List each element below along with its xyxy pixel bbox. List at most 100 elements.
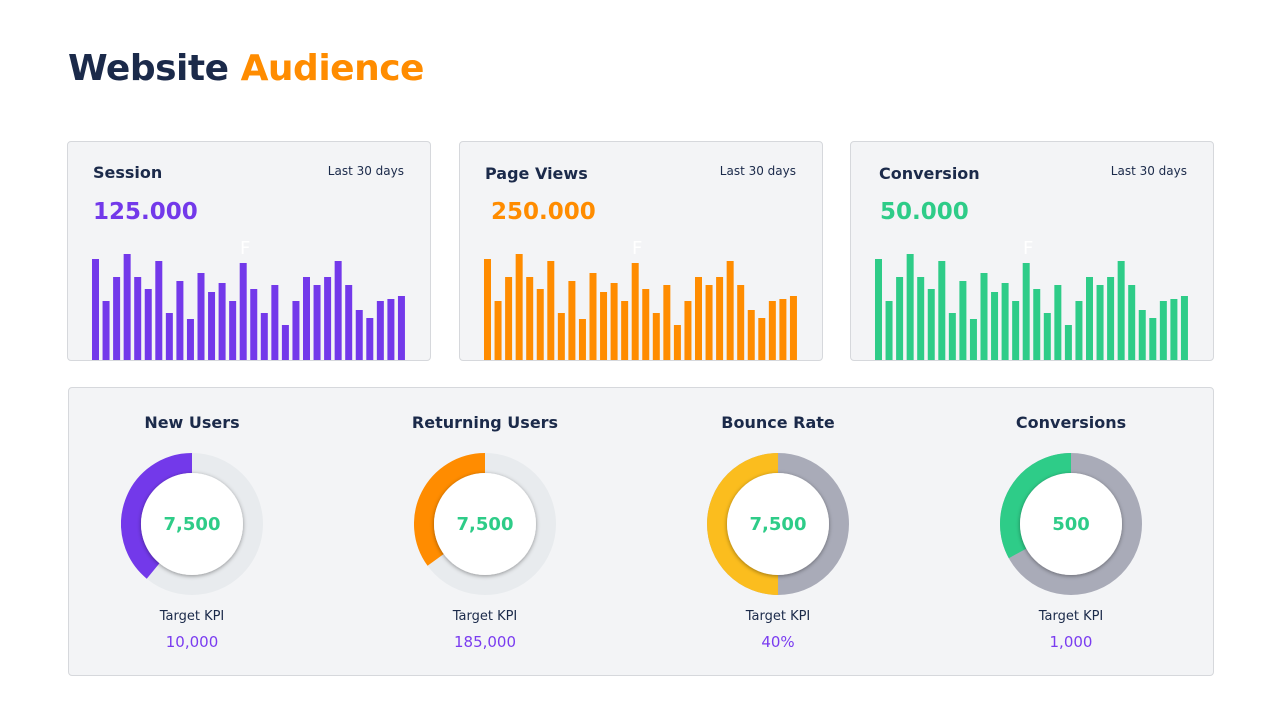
- bar: [494, 301, 502, 360]
- bar: [303, 277, 310, 360]
- bar: [642, 289, 650, 360]
- bar: [789, 296, 797, 360]
- bar: [165, 313, 173, 360]
- bar-chart: [484, 254, 797, 360]
- donut-center: [434, 473, 536, 575]
- bar: [779, 299, 787, 360]
- bar: [1043, 313, 1051, 360]
- bar: [505, 277, 513, 360]
- target-value: 40%: [761, 633, 795, 651]
- bar: [917, 277, 925, 360]
- bar: [959, 281, 967, 360]
- kpi-value: 7,500: [749, 513, 807, 535]
- bar: [1096, 285, 1104, 360]
- bar: [1012, 301, 1020, 360]
- bar: [484, 259, 491, 360]
- bar: [938, 261, 946, 360]
- bar: [684, 301, 692, 360]
- donut-center: [1020, 473, 1122, 575]
- donut-chart: [1000, 453, 1142, 595]
- bar: [397, 296, 405, 360]
- donut-progress: [1000, 453, 1072, 559]
- bar: [716, 277, 724, 360]
- bar: [1159, 301, 1167, 360]
- bar: [875, 259, 882, 360]
- bar: [673, 325, 681, 360]
- bar: [313, 285, 321, 360]
- bar: [980, 273, 988, 360]
- bar: [536, 289, 544, 360]
- bar: [737, 285, 745, 360]
- kpi-new-users: New Users 7,500 Target KPI 10,000: [92, 388, 292, 675]
- page-views-card: Page Views Last 30 days 250.000 F: [459, 141, 823, 361]
- bar: [1180, 296, 1188, 360]
- bar: [355, 310, 363, 360]
- card-period: Last 30 days: [327, 164, 404, 178]
- bar: [1149, 318, 1157, 360]
- bar: [123, 254, 131, 360]
- bar: [1107, 277, 1115, 360]
- bar: [885, 301, 893, 360]
- bar: [906, 254, 914, 360]
- bar: [1138, 310, 1146, 360]
- bar: [991, 292, 999, 360]
- bar: [1117, 261, 1125, 360]
- card-title: Session: [93, 163, 163, 182]
- bar: [229, 301, 237, 360]
- bar: [1022, 263, 1030, 360]
- bar: [1033, 289, 1041, 360]
- conversion-card: Conversion Last 30 days 50.000 F: [850, 141, 1214, 361]
- bar: [134, 277, 142, 360]
- card-title: Page Views: [485, 164, 588, 183]
- kpi-panel: New Users 7,500 Target KPI 10,000 Return…: [68, 387, 1214, 676]
- bar: [568, 281, 576, 360]
- kpi-title: Returning Users: [411, 413, 559, 432]
- target-value: 10,000: [165, 633, 219, 651]
- bar: [547, 261, 555, 360]
- bar: [1128, 285, 1136, 360]
- bar: [155, 261, 163, 360]
- kpi-conversions: Conversions 500 Target KPI 1,000: [971, 388, 1171, 675]
- bar: [589, 273, 597, 360]
- bar: [768, 301, 776, 360]
- donut-center: [727, 473, 829, 575]
- bar: [345, 285, 353, 360]
- donut-chart: [707, 453, 849, 595]
- bar: [600, 292, 608, 360]
- card-period: Last 30 days: [719, 164, 796, 178]
- bar: [387, 299, 395, 360]
- card-value: 125.000: [93, 199, 198, 225]
- bar: [281, 325, 289, 360]
- bar: [1001, 283, 1009, 360]
- kpi-value: 500: [1052, 513, 1090, 535]
- donut-progress: [121, 453, 193, 579]
- bar: [896, 277, 904, 360]
- bar: [578, 319, 586, 360]
- target-label: Target KPI: [1038, 609, 1104, 624]
- bar: [102, 301, 110, 360]
- bar: [515, 254, 523, 360]
- bar: [695, 277, 702, 360]
- bar-chart: [92, 254, 405, 360]
- bar: [260, 313, 268, 360]
- bar: [621, 301, 629, 360]
- bar: [969, 319, 977, 360]
- bar: [1086, 277, 1093, 360]
- kpi-title: Conversions: [1015, 413, 1127, 432]
- bar: [250, 289, 258, 360]
- bar: [271, 285, 279, 360]
- kpi-returning-users: Returning Users 7,500 Target KPI 185,000: [385, 388, 585, 675]
- target-value: 1,000: [1049, 633, 1093, 651]
- bar: [292, 301, 300, 360]
- bar: [186, 319, 194, 360]
- bar: [610, 283, 618, 360]
- bar: [324, 277, 332, 360]
- bar: [144, 289, 152, 360]
- artifact-text: F: [240, 238, 251, 259]
- bar: [176, 281, 184, 360]
- bar: [948, 313, 956, 360]
- kpi-title: New Users: [144, 413, 240, 432]
- artifact-text: F: [632, 238, 643, 259]
- target-label: Target KPI: [452, 609, 518, 624]
- bar: [631, 263, 639, 360]
